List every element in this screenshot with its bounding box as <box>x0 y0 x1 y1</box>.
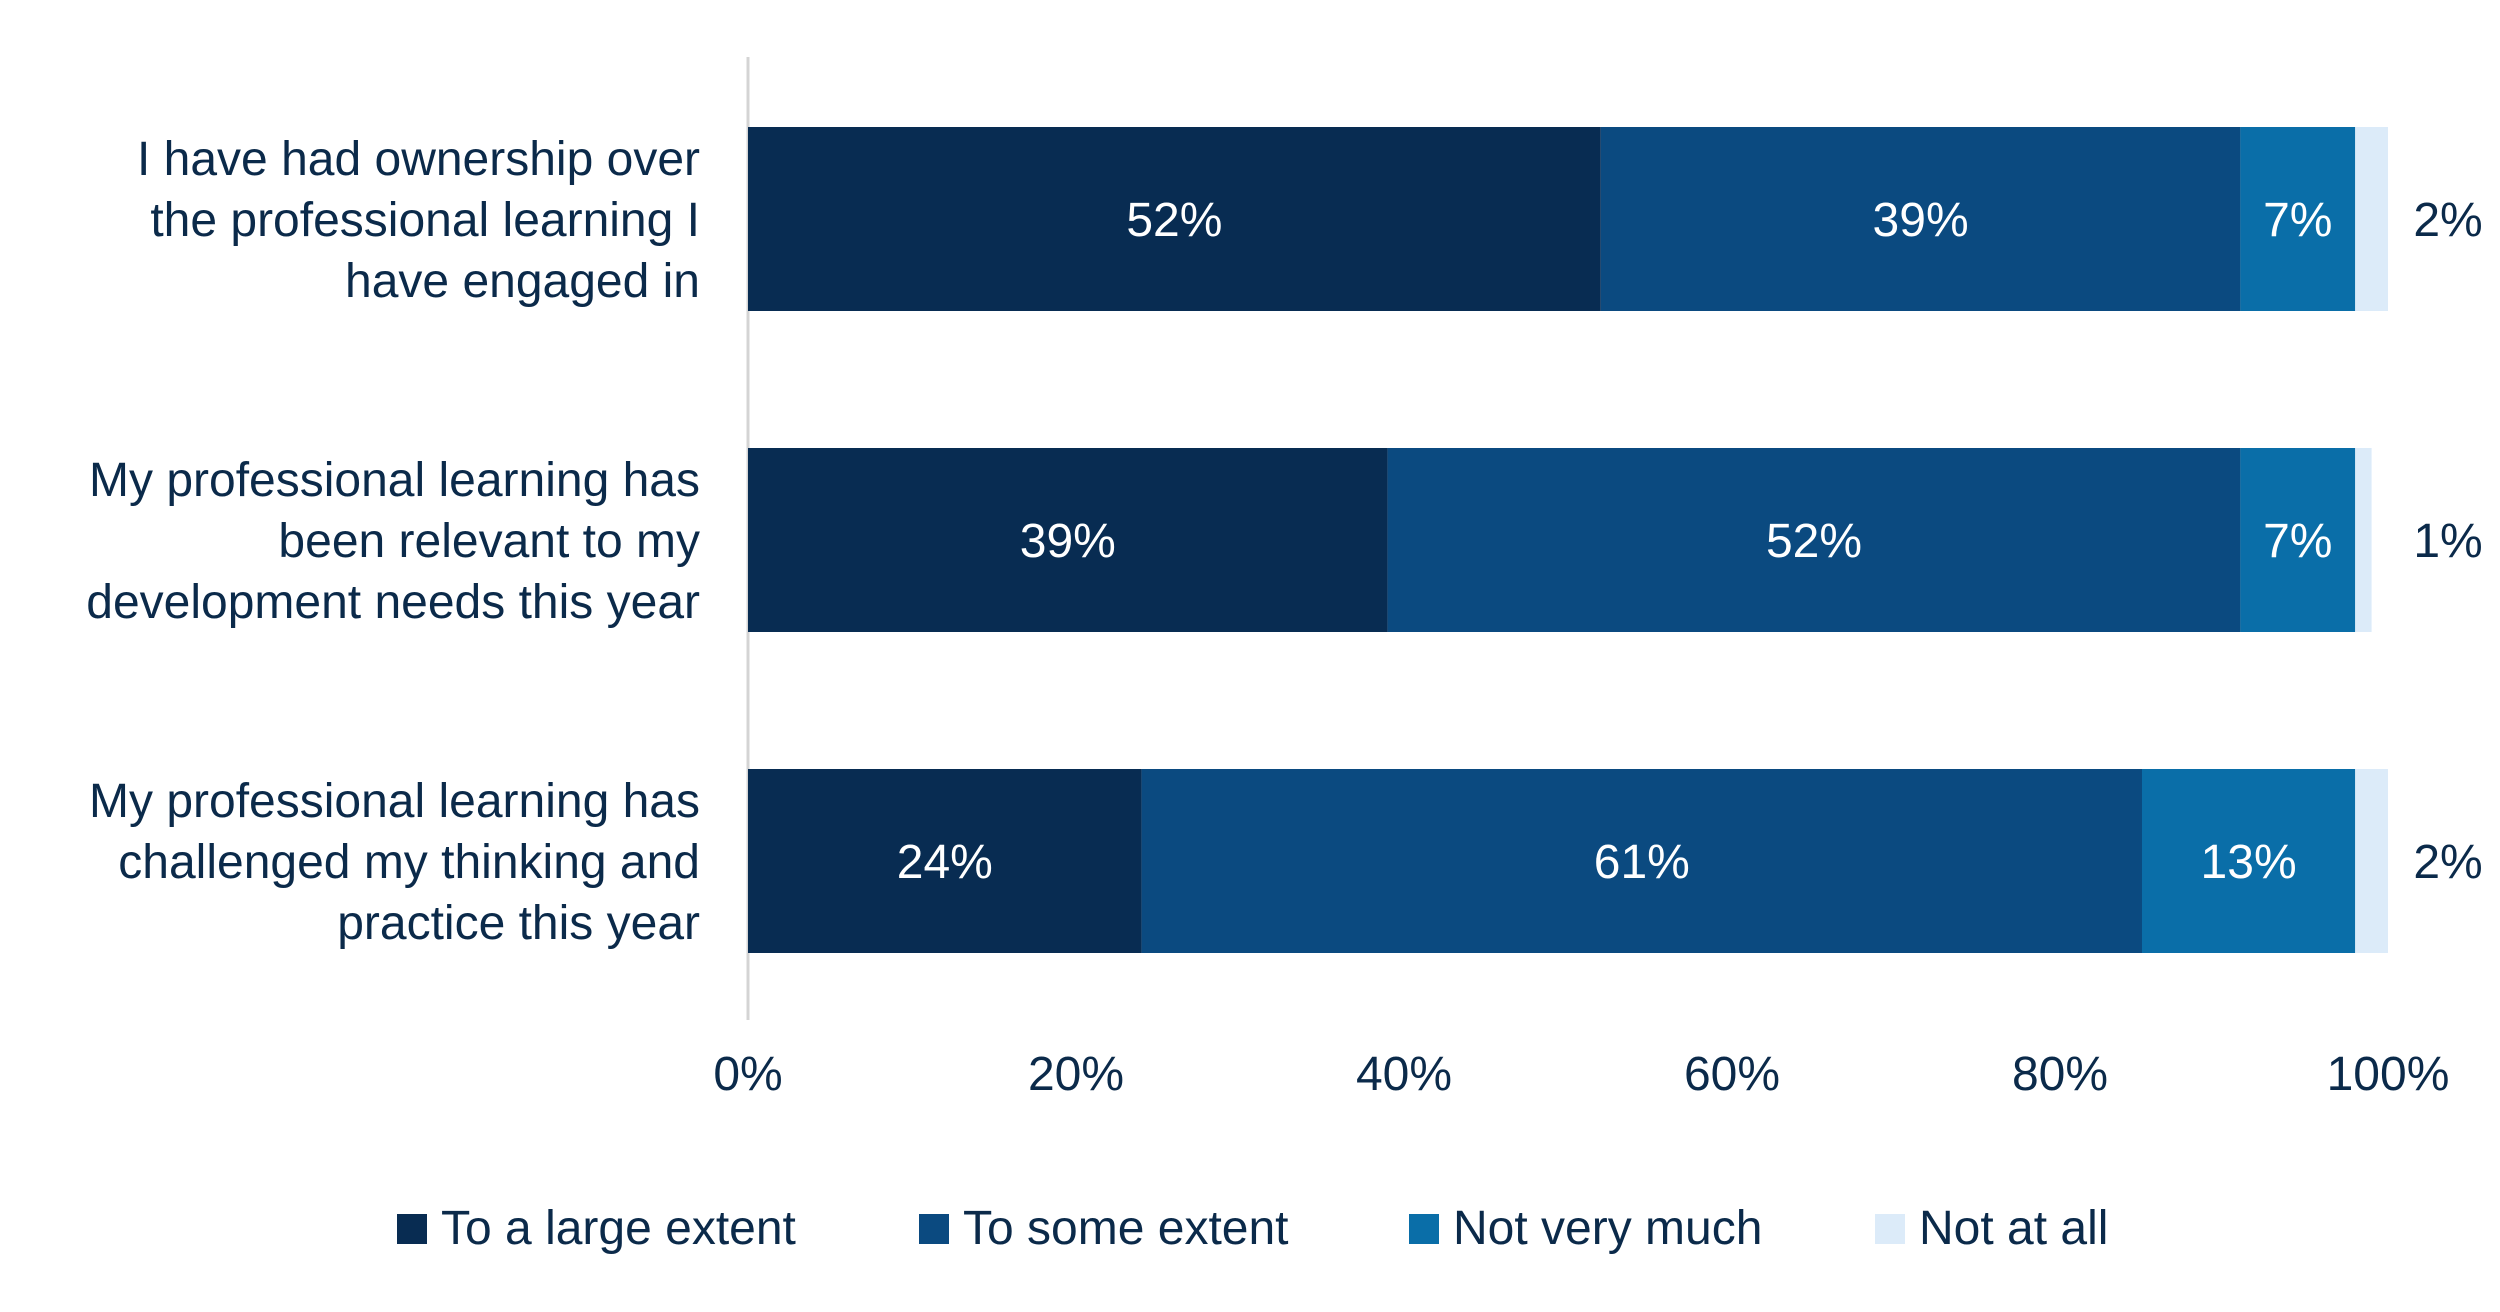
x-tick-label: 80% <box>2012 1048 2108 1101</box>
bar-segment <box>748 127 1601 311</box>
legend-label: Not very much <box>1453 1202 1762 1255</box>
category-label: My professional learning has challenged m… <box>89 775 700 950</box>
legend-swatch <box>1409 1214 1439 1244</box>
bar-segment <box>2355 127 2388 311</box>
legend-swatch <box>397 1214 427 1244</box>
data-label: 7% <box>2263 515 2332 568</box>
x-tick-label: 20% <box>1028 1048 1124 1101</box>
bar-segment <box>748 769 1142 953</box>
bar-segment <box>1600 127 2241 311</box>
data-label: 13% <box>2201 836 2297 889</box>
legend-swatch <box>919 1214 949 1244</box>
category-label: I have had ownership over the professiona… <box>137 133 700 308</box>
bar-segment <box>1141 769 2142 953</box>
x-tick-label: 100% <box>2327 1048 2450 1101</box>
data-label: 1% <box>2413 515 2482 568</box>
x-tick-label: 40% <box>1356 1048 1452 1101</box>
bar-segment <box>2355 769 2388 953</box>
data-label: 52% <box>1126 194 1222 247</box>
x-tick-label: 0% <box>713 1048 782 1101</box>
data-label: 24% <box>897 836 993 889</box>
data-label: 61% <box>1594 836 1690 889</box>
bar-segment <box>2240 448 2356 632</box>
legend-label: Not at all <box>1919 1202 2108 1255</box>
bar-segment <box>748 448 1388 632</box>
data-label: 7% <box>2263 194 2332 247</box>
legend-label: To a large extent <box>441 1202 796 1255</box>
data-label: 39% <box>1020 515 1116 568</box>
x-tick-label: 60% <box>1684 1048 1780 1101</box>
bar-segment <box>2142 769 2356 953</box>
data-label: 39% <box>1873 194 1969 247</box>
data-label: 2% <box>2413 194 2482 247</box>
data-label: 52% <box>1766 515 1862 568</box>
data-label: 2% <box>2413 836 2482 889</box>
category-label: My professional learning has been relevan… <box>86 454 700 629</box>
legend-swatch <box>1875 1214 1905 1244</box>
bar-segment <box>2355 448 2372 632</box>
legend-label: To some extent <box>963 1202 1289 1255</box>
bar-segment <box>1387 448 2241 632</box>
bar-segment <box>2240 127 2356 311</box>
